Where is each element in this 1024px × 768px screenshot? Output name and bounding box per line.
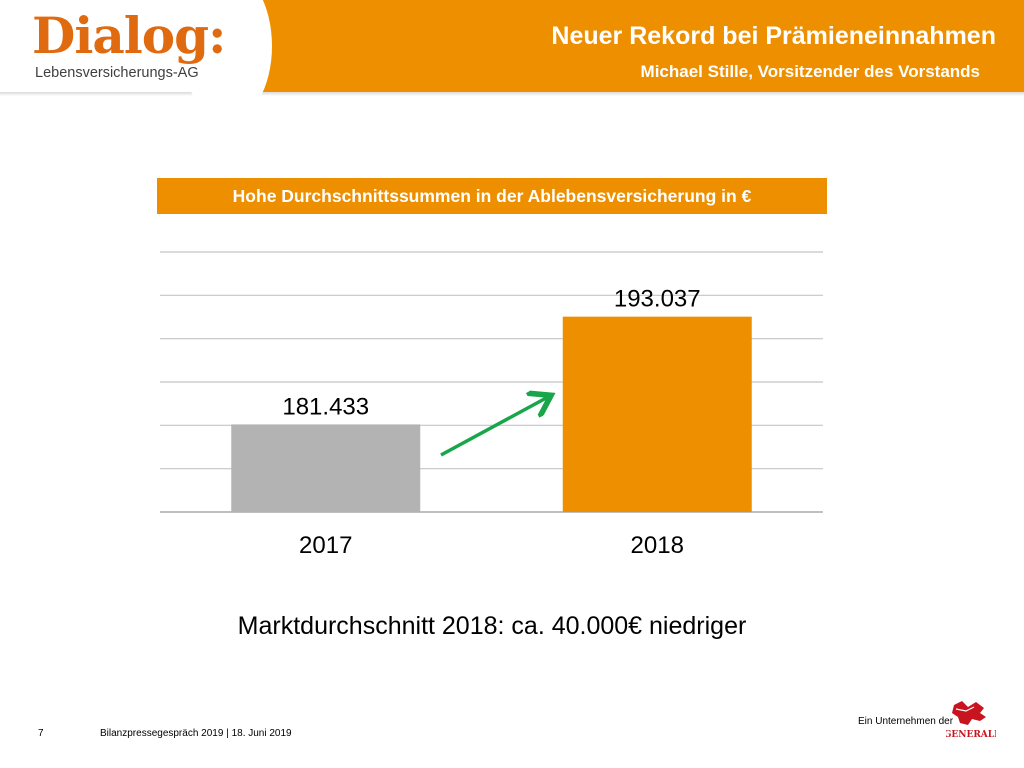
data-label-2018: 193.037 (614, 286, 701, 313)
chart-title: Hohe Durchschnittssummen in der Ablebens… (157, 178, 827, 214)
category-label-2018: 2018 (631, 532, 684, 559)
logo-panel (0, 0, 272, 122)
company-logo: Dialog: (32, 6, 227, 65)
slide-subtitle: Michael Stille, Vorsitzender des Vorstan… (640, 62, 980, 81)
footer-text: Bilanzpressegespräch 2019 | 18. Juni 201… (100, 728, 292, 739)
trend-arrow (440, 397, 548, 457)
bar-2018 (562, 316, 752, 512)
page-number: 7 (38, 728, 44, 739)
category-label-2017: 2017 (299, 532, 352, 559)
labels: 181.433 2017 193.037 2018 (282, 286, 700, 559)
group-text: Ein Unternehmen der (858, 716, 954, 727)
slide-title: Neuer Rekord bei Prämieneinnahmen (551, 22, 996, 50)
svg-text:GENERALI: GENERALI (946, 730, 996, 740)
header-shadow (0, 92, 1024, 96)
bars (231, 316, 752, 512)
data-label-2017: 181.433 (282, 393, 369, 420)
logo-panel-curve (182, 0, 272, 122)
market-average-note: Marktdurchschnitt 2018: ca. 40.000€ nied… (237, 612, 747, 640)
header-bar: Dialog: Lebensversicherungs-AG Neuer Rek… (0, 0, 1024, 122)
generali-lion-logo: GENERALI (946, 701, 996, 740)
company-logo-subtitle: Lebensversicherungs-AG (35, 65, 199, 81)
bar-2017 (231, 424, 421, 512)
